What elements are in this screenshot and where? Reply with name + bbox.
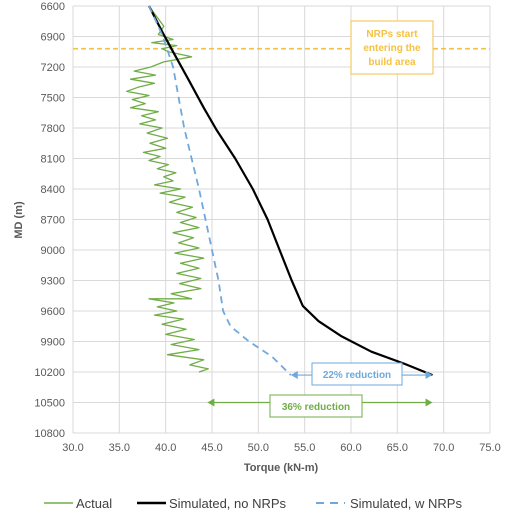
reduction-22-annotation: 22% reduction (290, 362, 433, 386)
series-simulated-w-nrps-line (148, 5, 292, 376)
x-tick-label: 75.0 (479, 442, 500, 454)
nrp-annotation-box (350, 20, 434, 75)
y-tick-label: 8700 (41, 215, 65, 227)
reduction-36-annotation: 36% reduction (207, 394, 433, 418)
y-tick-label: 7200 (41, 62, 65, 74)
reduction-22-arrowhead-right (425, 371, 433, 380)
x-tick-label: 55.0 (294, 442, 315, 454)
y-tick-label: 7800 (41, 123, 65, 135)
x-tick-label: 30.0 (62, 442, 83, 454)
x-axis-title: Torque (kN-m) (244, 462, 319, 474)
reduction-36-arrowhead-right (425, 398, 433, 407)
y-tick-label: 8100 (41, 154, 65, 166)
y-tick-label: 9600 (41, 306, 65, 318)
series-actual-line (126, 5, 209, 373)
reduction-36-arrowhead-left (207, 398, 215, 407)
x-tick-labels: 30.0 35.0 40.0 45.0 50.0 55.0 60.0 65.0 70.0 75.0 (62, 442, 500, 454)
nrp-annotation-line-3: build area (368, 57, 416, 68)
y-tick-label: 9300 (41, 276, 65, 288)
series-lines (126, 5, 433, 377)
y-tick-label: 8400 (41, 184, 65, 196)
y-tick-label: 10500 (34, 398, 65, 410)
y-tick-label: 9000 (41, 245, 65, 257)
x-tick-label: 65.0 (387, 442, 408, 454)
y-tick-label: 10200 (34, 367, 65, 379)
legend: Actual Simulated, no NRPs Simulated, w N… (44, 496, 462, 511)
y-tick-label: 6900 (41, 32, 65, 44)
legend-label-no-nrps: Simulated, no NRPs (169, 496, 287, 511)
x-tick-label: 70.0 (433, 442, 454, 454)
y-tick-label: 10800 (34, 428, 65, 440)
reduction-36-box (269, 394, 363, 418)
series-simulated-no-nrps-line (148, 5, 433, 377)
legend-label-actual: Actual (76, 496, 112, 511)
y-axis-title: MD (m) (13, 201, 25, 239)
x-tick-label: 35.0 (109, 442, 130, 454)
x-tick-label: 45.0 (201, 442, 222, 454)
y-tick-label: 9900 (41, 337, 65, 349)
x-tick-label: 40.0 (155, 442, 176, 454)
reduction-22-label: 22% reduction (323, 370, 391, 381)
reduction-36-label: 36% reduction (282, 402, 350, 413)
nrp-annotation-line-1: NRPs start (366, 29, 418, 40)
reduction-22-arrowhead-left (290, 371, 298, 380)
y-tick-label: 6600 (41, 1, 65, 13)
reduction-22-box (311, 362, 403, 386)
x-tick-label: 60.0 (340, 442, 361, 454)
nrp-annotation-line-2: entering the (363, 43, 421, 54)
y-tick-labels: 6600 6900 7200 7500 7800 8100 8400 8700 9000 9300… (34, 1, 65, 440)
y-tick-label: 7500 (41, 93, 65, 105)
legend-label-w-nrps: Simulated, w NRPs (350, 496, 462, 511)
x-tick-label: 50.0 (248, 442, 269, 454)
